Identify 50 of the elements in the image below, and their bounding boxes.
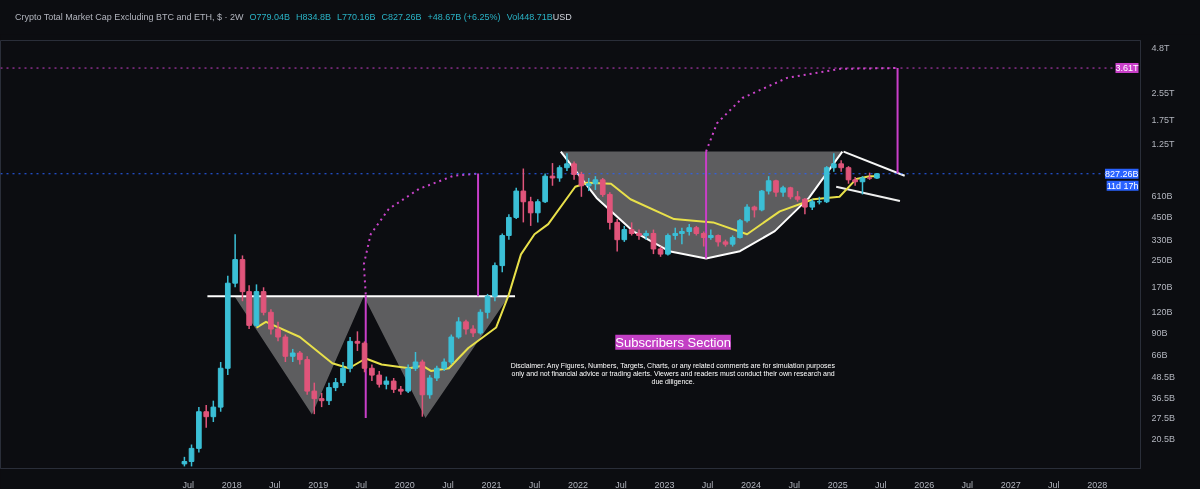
x-tick-label: Jul bbox=[874, 479, 887, 489]
x-tick-label: 2023 bbox=[654, 479, 675, 489]
x-tick-label: Jul bbox=[528, 479, 541, 489]
x-tick-label: Jul bbox=[961, 479, 974, 489]
x-tick-label: Jul bbox=[615, 479, 627, 489]
y-tick-label: 250B bbox=[1151, 254, 1173, 265]
x-tick-label: 2022 bbox=[568, 479, 589, 489]
x-tick-label: Jul bbox=[182, 479, 194, 489]
y-tick-label: 27.5B bbox=[1151, 412, 1176, 423]
annotation: Subscribers Section bbox=[615, 334, 731, 350]
text: L770.16B bbox=[336, 12, 376, 22]
text: Vol448.71B bbox=[506, 12, 553, 22]
y-tick-label: 20.5B bbox=[1151, 434, 1176, 445]
text: C827.26B bbox=[381, 12, 422, 22]
y-tick-label: 1.75T bbox=[1151, 115, 1176, 125]
ref-line-label: 827.26B bbox=[1104, 168, 1139, 179]
y-tick-label: 120B bbox=[1151, 307, 1173, 318]
y-tick-label: 170B bbox=[1151, 282, 1173, 293]
ref-line-label: 3.61T bbox=[1115, 63, 1139, 74]
x-tick-label: 2018 bbox=[221, 479, 242, 489]
y-tick-label: 610B bbox=[1151, 190, 1173, 201]
y-tick-label: 36.5B bbox=[1151, 392, 1176, 403]
x-tick-label: 2021 bbox=[481, 479, 502, 489]
text: +48.67B (+6.25%) bbox=[427, 12, 501, 22]
x-tick-label: 2024 bbox=[741, 479, 762, 489]
y-tick-label: 330B bbox=[1151, 234, 1173, 245]
x-tick-label: Jul bbox=[1048, 479, 1060, 489]
x-tick-label: Jul bbox=[355, 479, 367, 489]
annotation: 11d 17h bbox=[1106, 180, 1139, 191]
chart-title: Crypto Total Market Cap Excluding BTC and ETH, $ · 2W bbox=[15, 12, 244, 22]
y-tick-label: 2.55T bbox=[1151, 87, 1176, 98]
text: USD bbox=[552, 11, 572, 24]
y-tick-label: 66B bbox=[1151, 350, 1168, 361]
text: H834.8B bbox=[295, 12, 331, 22]
x-tick-label: Jul bbox=[442, 479, 454, 489]
y-tick-label: 90B bbox=[1151, 327, 1168, 338]
y-tick-label: 1.25T bbox=[1151, 139, 1176, 150]
x-tick-label: Jul bbox=[701, 479, 714, 489]
text: O779.04B bbox=[249, 12, 290, 22]
x-tick-label: 2027 bbox=[1000, 479, 1021, 489]
x-tick-label: Jul bbox=[788, 479, 800, 489]
x-tick-label: 2020 bbox=[394, 479, 415, 489]
x-tick-label: Jul bbox=[268, 479, 281, 489]
y-tick-label: 4.8T bbox=[1151, 42, 1171, 53]
x-tick-label: 2028 bbox=[1087, 479, 1108, 489]
y-tick-label: 48.5B bbox=[1151, 372, 1176, 383]
x-tick-label: 2025 bbox=[827, 479, 848, 489]
x-tick-label: 2019 bbox=[308, 479, 329, 489]
y-tick-label: 450B bbox=[1151, 212, 1173, 223]
x-tick-label: 2026 bbox=[914, 479, 935, 489]
